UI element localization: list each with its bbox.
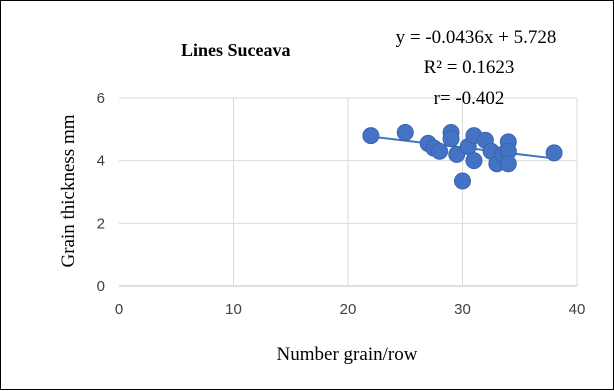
data-point [362, 127, 380, 145]
y-tick-label: 2 [97, 215, 105, 232]
x-tick-label: 20 [340, 301, 357, 318]
data-point [442, 130, 460, 148]
data-point [454, 172, 471, 190]
data-point [545, 144, 563, 162]
x-tick-label: 10 [225, 301, 242, 318]
data-point [431, 142, 449, 160]
data-point [499, 155, 517, 173]
tick-labels: 0 2 4 6 0 10 20 30 40 [97, 90, 586, 318]
data-point [396, 123, 414, 141]
x-axis-label: Number grain/row [277, 344, 418, 365]
y-tick-label: 0 [97, 278, 105, 295]
x-tick-label: 40 [569, 301, 586, 318]
x-tick-label: 30 [454, 301, 471, 318]
chart-title: Lines Suceava [181, 40, 291, 60]
data-point [465, 152, 483, 170]
y-axis-label: Grain thickness mm [58, 114, 79, 267]
gridlines [119, 97, 578, 287]
x-tick-label: 0 [115, 301, 123, 318]
y-tick-label: 4 [97, 153, 105, 170]
data-points [362, 123, 563, 190]
correlation-label: r= -0.402 [434, 88, 505, 109]
equation-label: y = -0.0436x + 5.728 [396, 27, 557, 48]
y-tick-label: 6 [97, 90, 105, 107]
r-squared-label: R² = 0.1623 [424, 57, 515, 78]
